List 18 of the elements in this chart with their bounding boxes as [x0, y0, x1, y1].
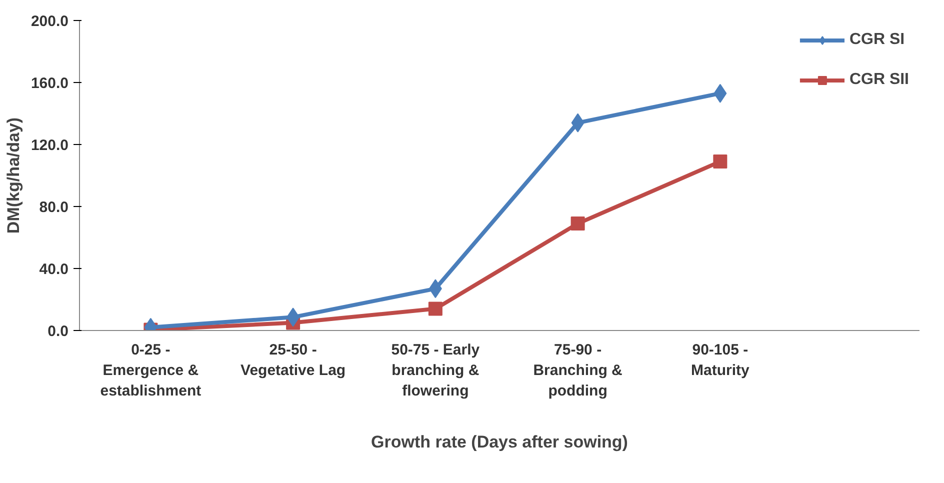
x-tick-label: 0-25 - Emergence & establishment	[100, 342, 202, 400]
y-tick-label: 120.0	[30, 137, 69, 154]
point	[713, 154, 728, 169]
legend-label: CGR SII	[849, 71, 909, 89]
y-axis-title: DM(kg/ha/day)	[4, 117, 23, 234]
x-axis-title: Growth rate (Days after sowing)	[371, 432, 628, 452]
x-tick-label: 50-75 - Early branching & flowering	[391, 342, 480, 400]
legend-label: CGR SI	[849, 31, 905, 49]
point	[428, 302, 442, 316]
y-tick-label: 40.0	[39, 261, 69, 278]
x-tick-label: 75-90 - Branching & podding	[533, 342, 623, 400]
y-tick-label: 200.0	[30, 13, 69, 30]
x-tick-label: 25-50 - Vegetative Lag	[240, 342, 346, 379]
x-tick-label: 90-105 - Maturity	[691, 342, 750, 379]
y-tick-label: 0.0	[48, 323, 69, 340]
point	[570, 216, 585, 231]
y-tick-label: 80.0	[39, 199, 69, 216]
y-tick-label: 160.0	[30, 75, 69, 92]
